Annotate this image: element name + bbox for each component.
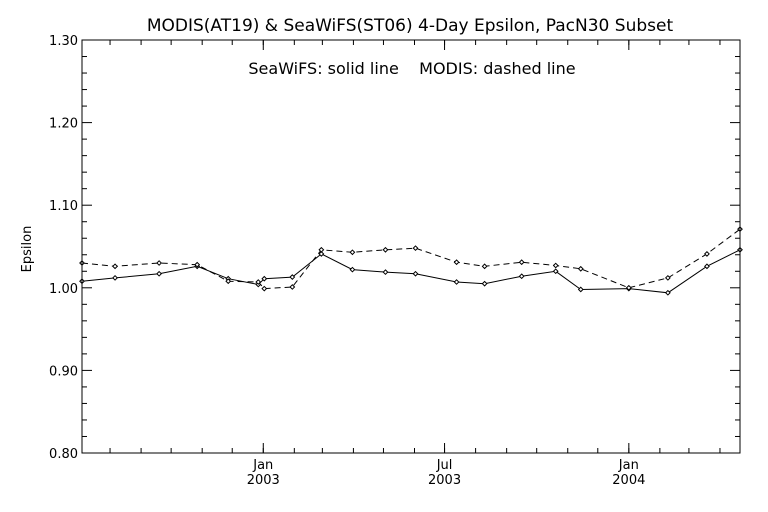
y-tick-label: 1.10 xyxy=(49,199,78,214)
data-point-solid xyxy=(289,274,296,280)
data-point-solid xyxy=(261,275,268,282)
data-point-dashed xyxy=(577,265,584,272)
data-point-dashed xyxy=(194,261,201,268)
y-tick-label: 0.80 xyxy=(49,447,78,462)
x-tick-label-year: 2003 xyxy=(428,473,461,488)
data-point-dashed xyxy=(255,279,262,285)
data-point-solid xyxy=(382,269,389,276)
data-point-solid xyxy=(552,268,559,275)
x-tick-label-month: Jul xyxy=(436,458,453,473)
data-point-dashed xyxy=(261,285,268,292)
data-point-dashed xyxy=(552,262,559,269)
y-tick-label: 0.90 xyxy=(49,364,78,379)
data-point-dashed xyxy=(225,278,232,285)
data-point-dashed xyxy=(382,246,389,253)
data-point-dashed xyxy=(481,263,488,270)
data-point-dashed xyxy=(518,259,525,266)
y-tick-label: 1.00 xyxy=(49,282,78,297)
y-tick-label: 1.30 xyxy=(49,34,78,49)
x-tick-label-month: Jan xyxy=(618,458,639,473)
series-line-dashed xyxy=(81,228,741,290)
data-point-dashed xyxy=(704,251,710,257)
series-layer xyxy=(79,226,743,296)
data-point-solid xyxy=(349,266,356,273)
data-point-solid xyxy=(518,273,525,280)
data-point-dashed xyxy=(664,274,671,281)
data-point-solid xyxy=(453,279,460,285)
y-axis-label: Epsilon xyxy=(20,226,35,273)
chart-title: MODIS(AT19) & SeaWiFS(ST06) 4-Day Epsilo… xyxy=(147,16,674,36)
data-point-solid xyxy=(664,289,671,296)
data-point-dashed xyxy=(349,249,356,256)
x-tick-label-year: 2003 xyxy=(247,473,280,488)
ticks-layer: 0.800.901.001.101.201.30Jan2003Jul2003Ja… xyxy=(49,34,740,488)
data-point-solid xyxy=(704,263,710,270)
data-point-dashed xyxy=(156,260,163,266)
data-point-dashed xyxy=(289,284,296,290)
data-point-solid xyxy=(481,280,488,287)
data-point-solid xyxy=(577,286,584,293)
chart-annotation: SeaWiFS: solid line MODIS: dashed line xyxy=(248,59,575,78)
data-point-solid xyxy=(112,274,118,281)
y-tick-label: 1.20 xyxy=(49,117,78,132)
data-point-solid xyxy=(412,270,419,277)
data-point-dashed xyxy=(453,259,460,266)
data-point-solid xyxy=(156,270,163,277)
data-point-solid xyxy=(318,251,325,257)
x-tick-label-month: Jan xyxy=(252,458,273,473)
data-point-dashed xyxy=(625,284,632,291)
data-point-dashed xyxy=(318,246,325,253)
plot-frame xyxy=(81,39,741,454)
data-point-dashed xyxy=(112,263,118,270)
data-point-dashed xyxy=(412,245,419,252)
x-tick-label-year: 2004 xyxy=(612,473,645,488)
